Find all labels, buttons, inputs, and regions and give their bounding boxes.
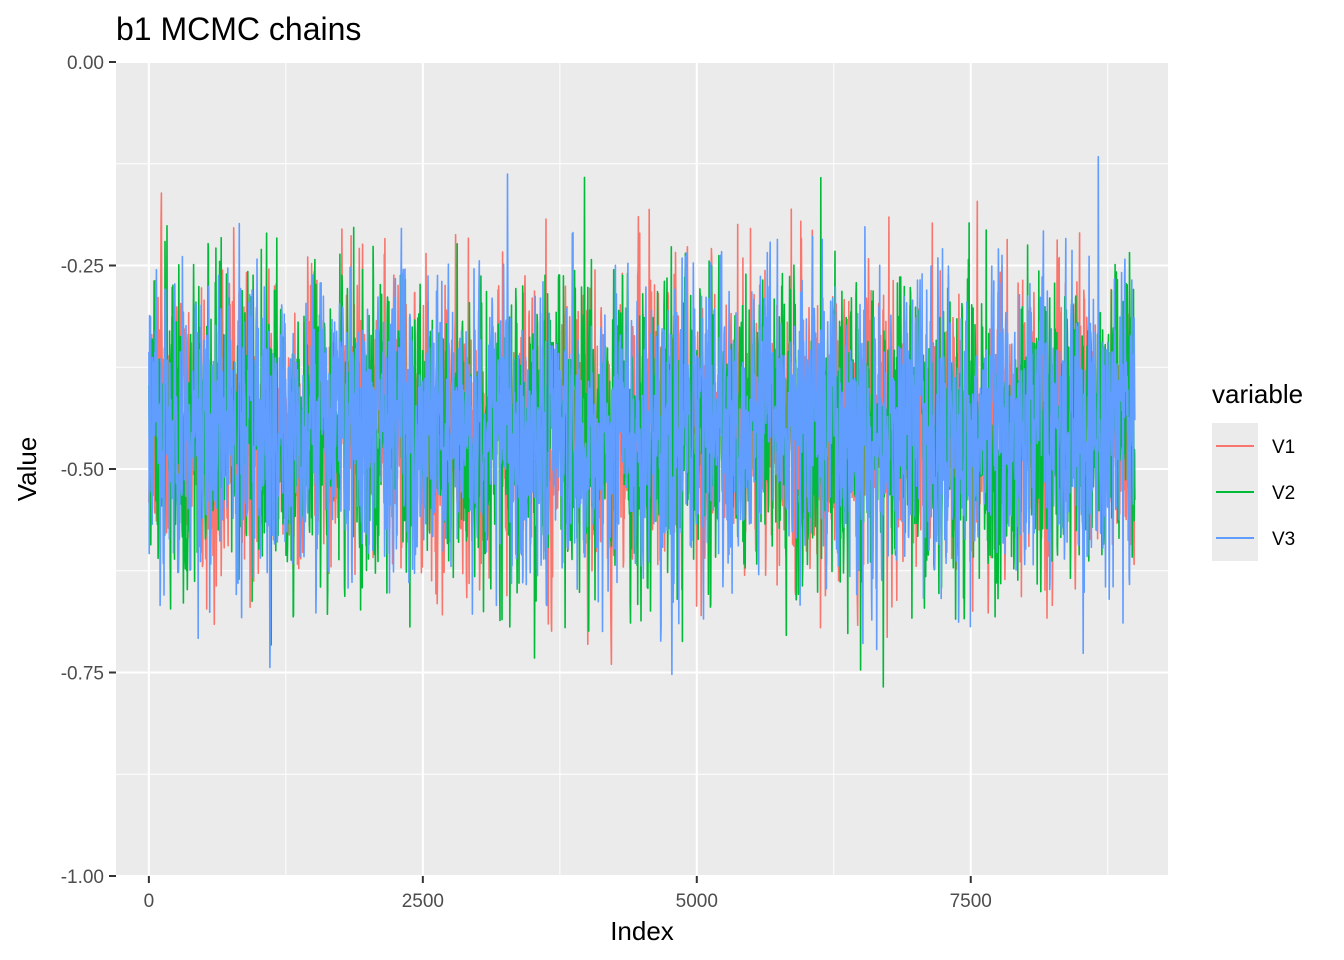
- y-axis: 0.00 -0.25 -0.50 -0.75 -1.00: [61, 53, 116, 888]
- legend-label: V2: [1272, 483, 1295, 504]
- legend-title: variable: [1212, 379, 1303, 409]
- series-lines: [148, 155, 1136, 688]
- y-tick-label: 0.00: [67, 53, 104, 74]
- x-tick-label: 7500: [950, 891, 992, 912]
- x-tick-label: 5000: [676, 891, 718, 912]
- legend-label: V3: [1272, 529, 1295, 550]
- legend-label: V1: [1272, 437, 1295, 458]
- y-tick-label: -0.50: [61, 460, 104, 481]
- y-axis-title: Value: [12, 437, 42, 502]
- y-tick-label: -0.25: [61, 257, 104, 278]
- y-tick-label: -0.75: [61, 664, 104, 685]
- x-tick-label: 0: [144, 891, 155, 912]
- y-tick-label: -1.00: [61, 867, 104, 888]
- series-v3-line: [148, 155, 1136, 676]
- chart-title: b1 MCMC chains: [116, 11, 361, 47]
- x-axis: 0 2500 5000 7500: [144, 876, 992, 912]
- legend: variable V1 V2 V3: [1212, 379, 1303, 561]
- x-tick-label: 2500: [402, 891, 444, 912]
- x-axis-title: Index: [610, 916, 674, 946]
